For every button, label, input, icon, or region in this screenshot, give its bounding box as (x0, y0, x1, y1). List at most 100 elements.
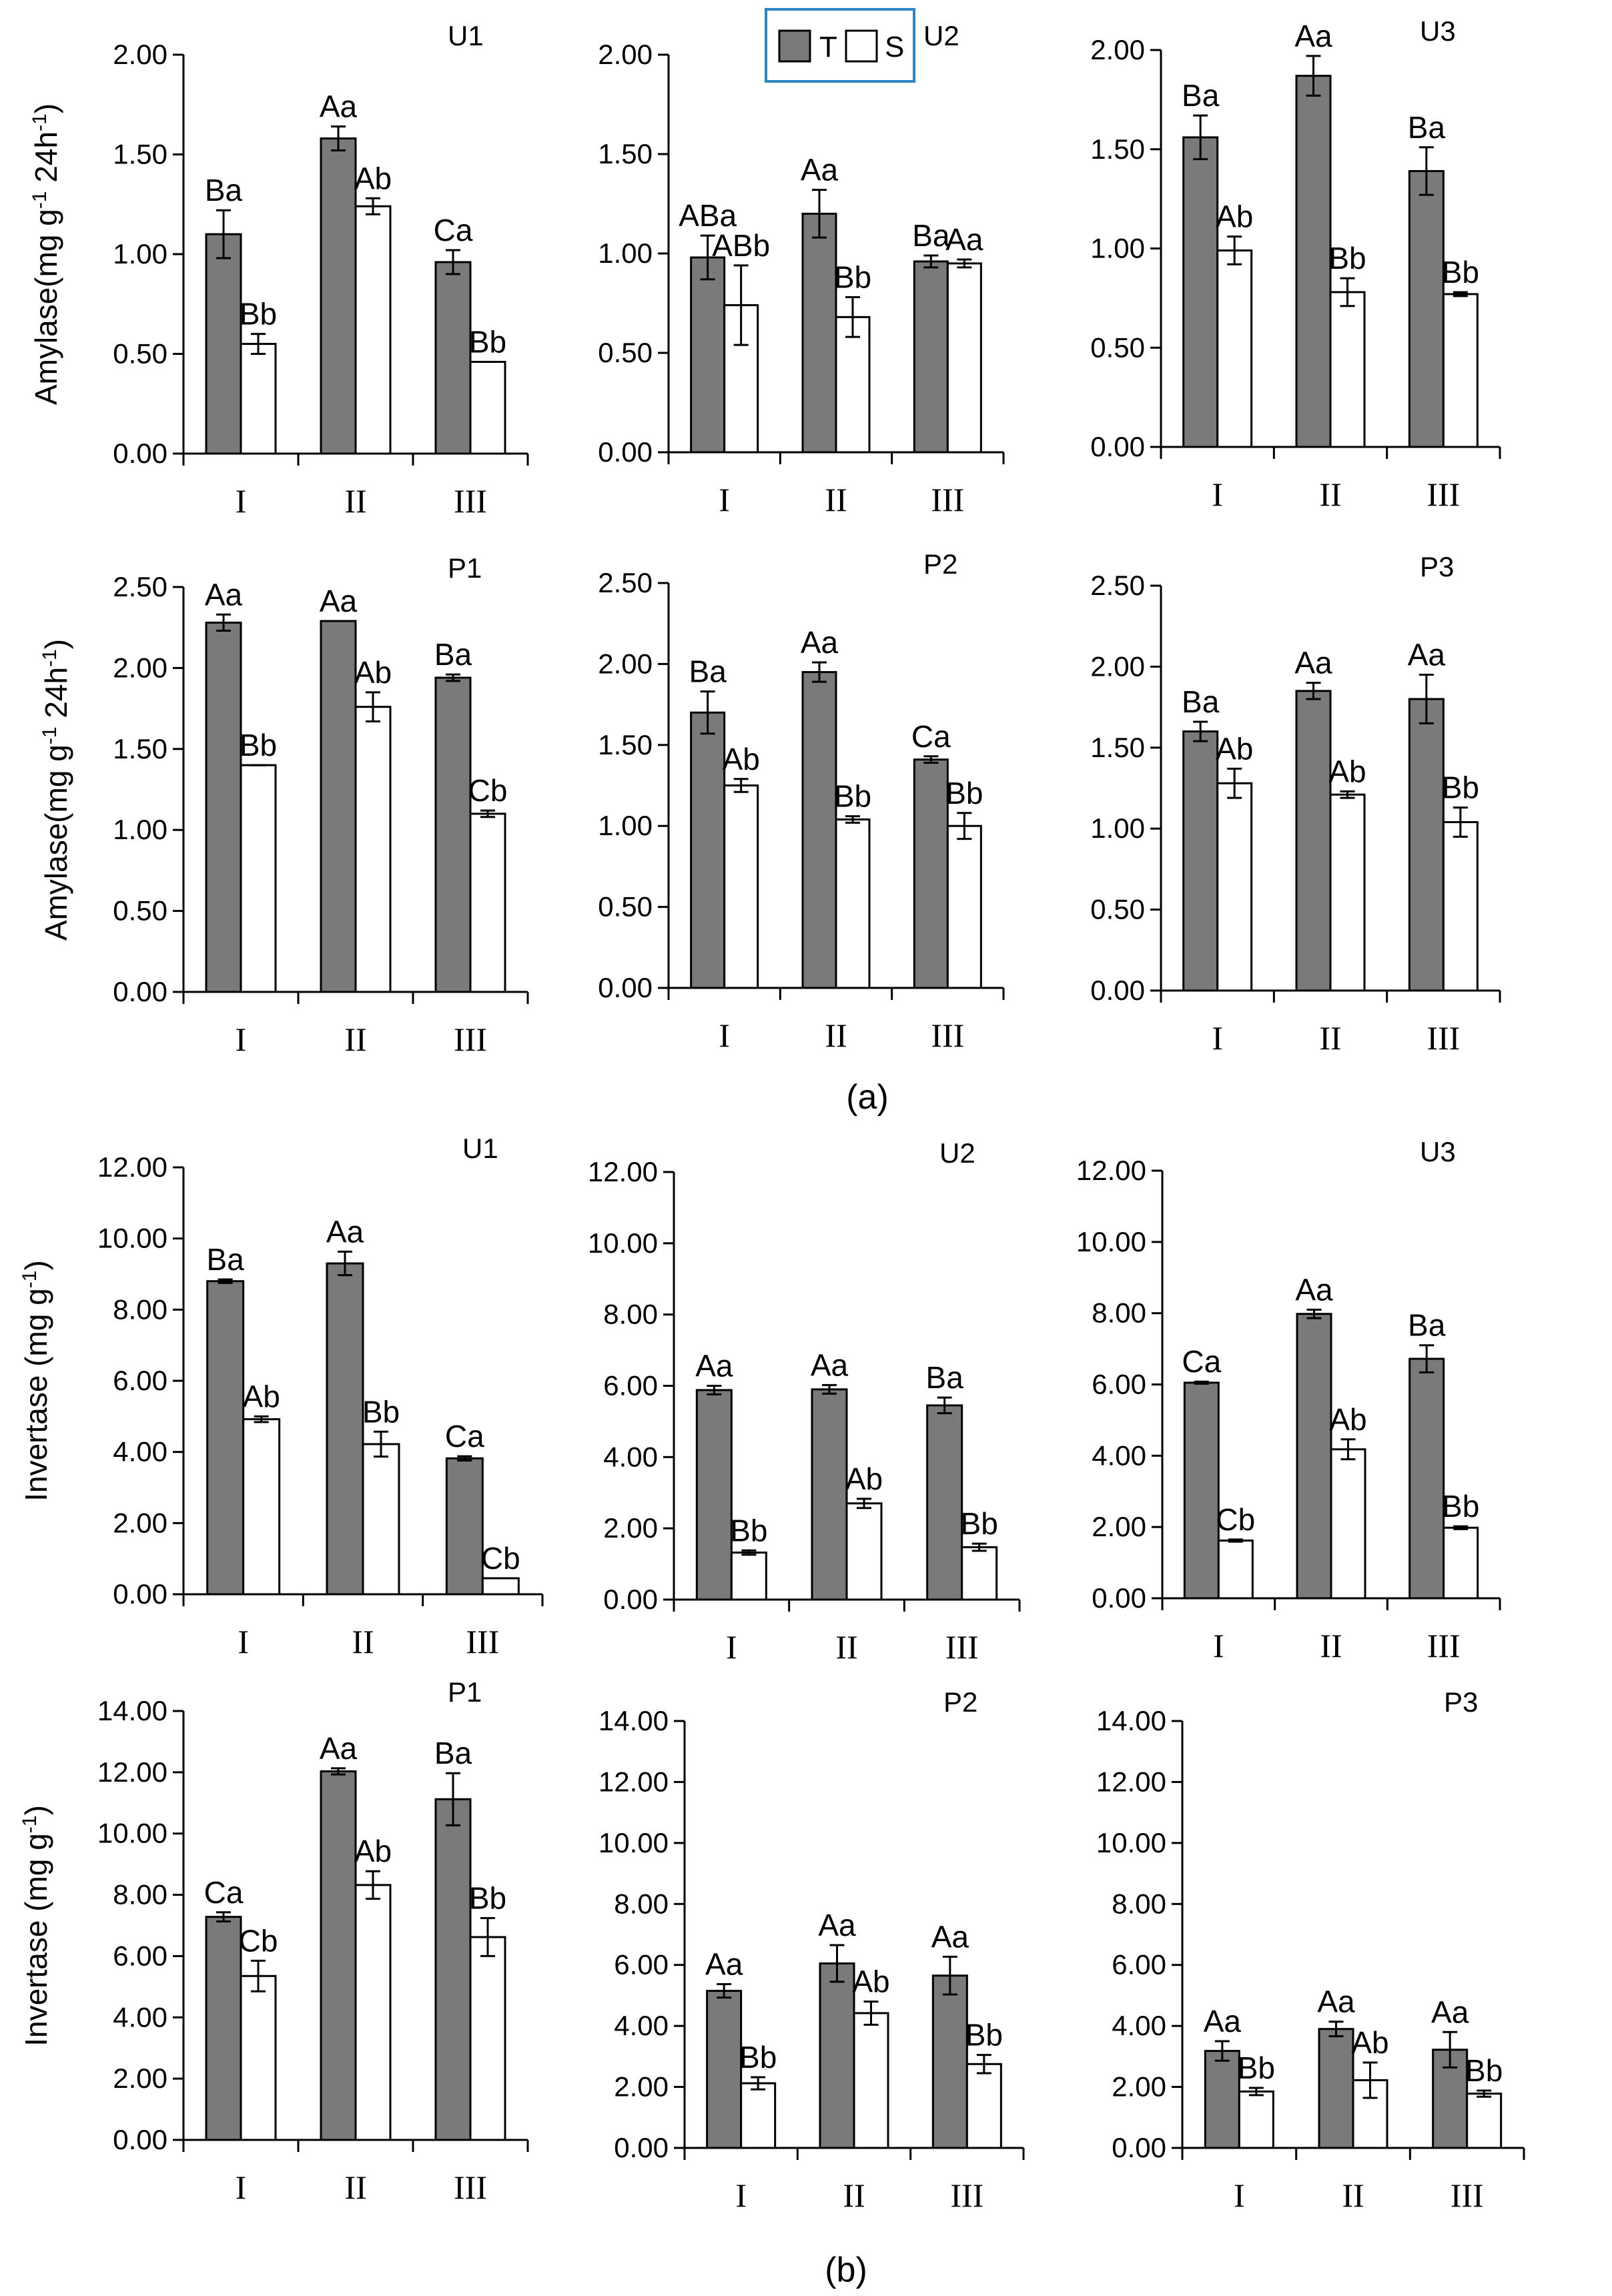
y-axis-label: Amylase(mg g-1 24h-1) (39, 639, 74, 941)
y-tick-label: 6.00 (113, 1365, 167, 1396)
significance-label: Aa (1294, 646, 1332, 680)
y-tick-label: 10.00 (97, 1818, 167, 1849)
x-category-label: I (236, 482, 247, 520)
x-category-label: III (945, 1628, 979, 1666)
y-tick-label: 10.00 (588, 1227, 658, 1259)
y-tick-label: 1.50 (113, 733, 167, 764)
y-axis-label: Amylase(mg g-1 24h-1) (29, 103, 64, 405)
y-tick-label: 0.00 (113, 976, 167, 1007)
bar-s (354, 706, 392, 993)
y-tick-label: 1.50 (113, 139, 167, 170)
x-category-label: III (1427, 476, 1460, 513)
bar-s (1217, 1539, 1254, 1600)
significance-label: Bb (469, 324, 506, 359)
bar-t (1204, 2050, 1240, 2149)
significance-label: Ab (845, 1462, 883, 1496)
significance-label: Aa (320, 89, 358, 124)
significance-label: Aa (1431, 1994, 1469, 2029)
y-tick-label: 0.00 (113, 1578, 167, 1610)
y-tick-label: 0.50 (598, 891, 653, 923)
bar-t (326, 1262, 364, 1596)
significance-label: Bb (961, 1506, 998, 1541)
y-tick-label: 0.00 (1112, 2132, 1166, 2163)
significance-label: Bb (469, 1880, 506, 1915)
x-category-label: III (1451, 2177, 1484, 2214)
y-tick-label: 1.00 (113, 814, 167, 845)
significance-label: Bb (965, 2018, 1003, 2053)
bar-t (690, 256, 726, 454)
y-tick-label: 8.00 (614, 1888, 669, 1919)
y-tick-label: 0.00 (1090, 975, 1145, 1006)
y-tick-label: 14.00 (598, 1705, 669, 1736)
y-tick-label: 0.00 (113, 2124, 167, 2155)
y-tick-label: 0.00 (614, 2132, 669, 2163)
panels: 0.00 0.50 1.00 1.50 2.00 U1 Amylase(mg g-1 24h… (19, 15, 1525, 2214)
y-tick-label: 14.00 (97, 1695, 167, 1726)
bar-s (1216, 249, 1253, 448)
bar-s (240, 343, 277, 455)
y-tick-label: 2.50 (598, 567, 653, 598)
x-category-label: II (1320, 1627, 1342, 1664)
y-tick-label: 0.00 (603, 1584, 658, 1615)
y-tick-label: 6.00 (113, 1940, 167, 1971)
y-tick-label: 1.50 (1090, 732, 1145, 763)
significance-label: ABb (712, 228, 770, 263)
panel-title: P3 (1420, 551, 1454, 582)
y-tick-label: 4.00 (1112, 2010, 1166, 2041)
bar-t (320, 1770, 357, 2141)
panel-title: P3 (1444, 1686, 1478, 1718)
bar-s (723, 784, 759, 989)
bar-t (913, 260, 949, 454)
y-tick-label: 1.00 (598, 810, 653, 841)
significance-label: Aa (1317, 1984, 1355, 2019)
bar-s (965, 2063, 1002, 2149)
significance-label: Ab (354, 161, 392, 195)
bar-t (1408, 169, 1445, 448)
bar-t (695, 1389, 733, 1601)
bar-s (1442, 820, 1479, 992)
significance-label: Aa (1295, 1272, 1333, 1307)
bar-s (740, 2082, 777, 2149)
y-tick-label: 1.50 (598, 138, 653, 169)
significance-label: Bb (834, 260, 871, 295)
significance-label: Ab (1328, 754, 1366, 788)
panel-8: 0.00 2.00 4.00 6.00 8.00 10.00 12.00 U3 I Ca Cb II A… (1076, 1136, 1501, 1664)
y-tick-label: 2.00 (113, 2063, 167, 2094)
bar-t (205, 621, 242, 993)
panel-5: 0.00 0.50 1.00 1.50 2.00 2.50 P3 I Ba Ab II Aa Ab III… (1090, 551, 1501, 1057)
y-tick-label: 6.00 (603, 1370, 658, 1401)
x-category-label: II (344, 2169, 366, 2206)
bar-t (801, 671, 837, 989)
y-axis-label: Invertase (mg g-1) (19, 1805, 54, 2047)
y-tick-label: 0.50 (113, 338, 167, 370)
legend-label-t: T (819, 31, 837, 63)
significance-label: Ab (852, 1964, 889, 1999)
y-tick-label: 0.50 (1090, 332, 1145, 363)
legend-swatch-s (845, 29, 878, 63)
bar-s (362, 1443, 400, 1596)
x-category-label: II (352, 1623, 374, 1660)
panel-title: U2 (939, 1137, 975, 1169)
significance-label: Aa (695, 1349, 733, 1383)
significance-label: Aa (326, 1214, 364, 1249)
panel-4: 0.00 0.50 1.00 1.50 2.00 2.50 P2 I Ba Ab II Aa Bb III… (598, 548, 1005, 1054)
panel-title: U1 (462, 1133, 498, 1164)
significance-label: Ba (1182, 78, 1220, 113)
y-tick-label: 0.50 (1090, 894, 1145, 925)
significance-label: Aa (320, 584, 358, 618)
x-category-label: I (238, 1623, 249, 1660)
bar-s (835, 316, 871, 454)
bar-t (434, 1798, 472, 2141)
x-category-label: II (1319, 1019, 1341, 1057)
bar-s (853, 2012, 889, 2149)
significance-label: Ca (445, 1419, 484, 1454)
x-category-label: II (835, 1628, 857, 1666)
bar-t (926, 1404, 963, 1601)
bar-s (1329, 291, 1366, 448)
significance-label: Cb (481, 1541, 520, 1576)
significance-label: Aa (1294, 19, 1332, 53)
legend: T S (765, 8, 915, 83)
significance-label: Cb (1216, 1502, 1255, 1537)
significance-label: Bb (834, 779, 871, 814)
